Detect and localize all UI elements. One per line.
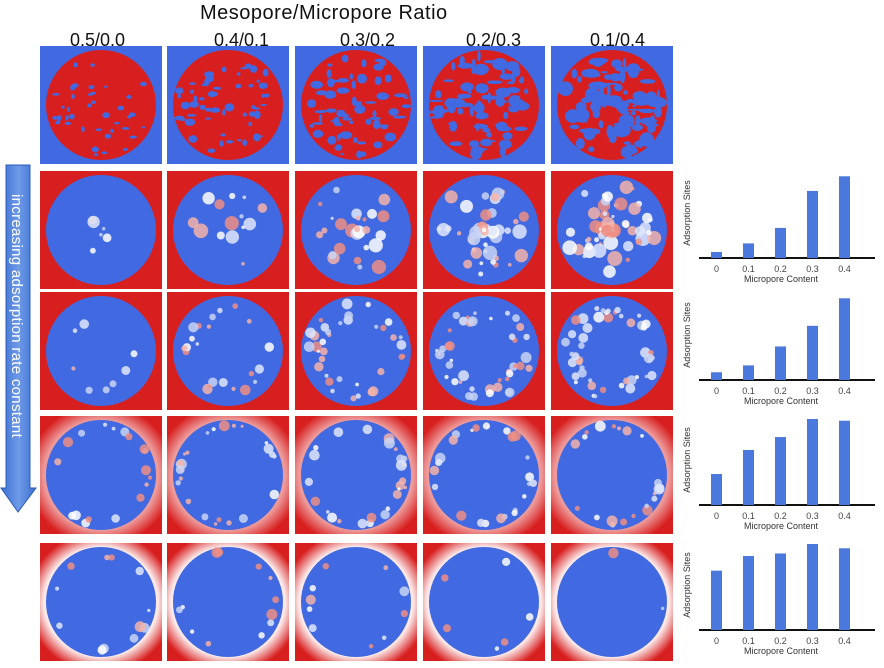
y-axis-label: Adsorption Sites (682, 427, 692, 493)
bar-0.4 (839, 298, 850, 380)
sim-image-r2-c4 (423, 171, 545, 289)
bar-0.2 (775, 227, 786, 258)
x-tick-label: 0.3 (806, 636, 819, 646)
column-label-3: 0.3/0.2 (340, 30, 396, 50)
x-tick-label: 0.1 (742, 386, 755, 396)
sim-image-r2-c2 (167, 171, 289, 289)
x-tick-label: 0 (714, 511, 719, 521)
x-tick-label: 0.3 (806, 264, 819, 274)
bar-0.1 (743, 556, 754, 630)
bar-0.3 (807, 419, 818, 505)
arrow-label: increasing adsorption rate constant (8, 194, 25, 438)
sim-image-r5-c2 (167, 543, 289, 661)
x-tick-label: 0 (714, 636, 719, 646)
bar-chart-1: Adsorption Sites 0 0.1 0.2 0.3 0.4 Micropore C… (682, 176, 875, 284)
bar-0.1 (743, 449, 754, 505)
sim-image-r4-c5 (551, 416, 673, 534)
x-tick-label: 0.3 (806, 386, 819, 396)
x-tick-label: 0.2 (774, 511, 787, 521)
bar-0.2 (775, 346, 786, 380)
bar-chart-4: Adsorption Sites 0 0.1 0.2 0.3 0.4 Micropore C… (682, 544, 875, 656)
bar-0.1 (743, 243, 754, 258)
x-axis-label: Micropore Content (744, 274, 819, 284)
x-tick-label: 0.2 (774, 264, 787, 274)
y-axis-label: Adsorption Sites (682, 302, 692, 368)
bar-chart-3: Adsorption Sites 0 0.1 0.2 0.3 0.4 Micropore C… (682, 419, 875, 531)
sim-image-r3-c5 (551, 292, 673, 410)
x-tick-label: 0 (714, 264, 719, 274)
sim-image-r5-c5 (551, 543, 673, 661)
sim-image-r4-c4 (423, 416, 545, 534)
bar-0 (711, 251, 722, 258)
sim-image-r3-c2 (167, 292, 289, 410)
bar-0 (711, 372, 722, 380)
sim-image-r1-c5 (551, 46, 673, 164)
sim-image-r3-c1 (40, 292, 162, 410)
x-tick-label: 0.2 (774, 636, 787, 646)
y-axis-label: Adsorption Sites (682, 180, 692, 246)
x-axis-label: Micropore Content (744, 521, 819, 531)
sim-image-r2-c1 (40, 171, 162, 289)
bar-0.2 (775, 553, 786, 630)
bar-0 (711, 570, 722, 630)
x-tick-label: 0.2 (774, 386, 787, 396)
down-arrow-icon (0, 164, 37, 513)
sim-image-r1-c2 (167, 46, 289, 164)
sim-image-r1-c4 (423, 46, 545, 164)
sim-image-r1-c1 (40, 46, 162, 164)
column-label-1: 0.5/0.0 (70, 30, 126, 50)
column-label-4: 0.2/0.3 (466, 30, 522, 50)
bar-0.1 (743, 365, 754, 380)
bar-0.3 (807, 190, 818, 258)
sim-image-r2-c3 (295, 171, 417, 289)
sim-image-r5-c3 (295, 543, 417, 661)
x-tick-label: 0 (714, 386, 719, 396)
bar-0 (711, 474, 722, 505)
figure-title: Mesopore/Micropore Ratio (200, 2, 448, 24)
sim-image-r3-c4 (423, 292, 545, 410)
x-tick-label: 0.4 (838, 636, 851, 646)
x-tick-label: 0.4 (838, 511, 851, 521)
y-axis-label: Adsorption Sites (682, 552, 692, 618)
x-tick-label: 0.1 (742, 636, 755, 646)
x-axis-label: Micropore Content (744, 646, 819, 656)
x-tick-label: 0.4 (838, 386, 851, 396)
sim-image-r5-c4 (423, 543, 545, 661)
bar-chart-2: Adsorption Sites 0 0.1 0.2 0.3 0.4 Micropore C… (682, 298, 875, 406)
sim-image-r2-c5 (551, 171, 673, 289)
bar-0.3 (807, 325, 818, 380)
sim-image-r3-c3 (295, 292, 417, 410)
sim-image-r4-c2 (167, 416, 289, 534)
x-tick-label: 0.4 (838, 264, 851, 274)
x-tick-label: 0.3 (806, 511, 819, 521)
x-tick-label: 0.1 (742, 264, 755, 274)
x-tick-label: 0.1 (742, 511, 755, 521)
bar-0.3 (807, 544, 818, 630)
bar-0.4 (839, 420, 850, 505)
column-label-5: 0.1/0.4 (590, 30, 646, 50)
sim-image-r5-c1 (40, 543, 162, 661)
bar-0.4 (839, 176, 850, 258)
bar-0.2 (775, 437, 786, 505)
sim-image-r1-c3 (295, 46, 417, 164)
sim-image-r4-c1 (40, 416, 162, 534)
column-label-2: 0.4/0.1 (214, 30, 270, 50)
x-axis-label: Micropore Content (744, 396, 819, 406)
sim-image-r4-c3 (295, 416, 417, 534)
bar-0.4 (839, 548, 850, 630)
